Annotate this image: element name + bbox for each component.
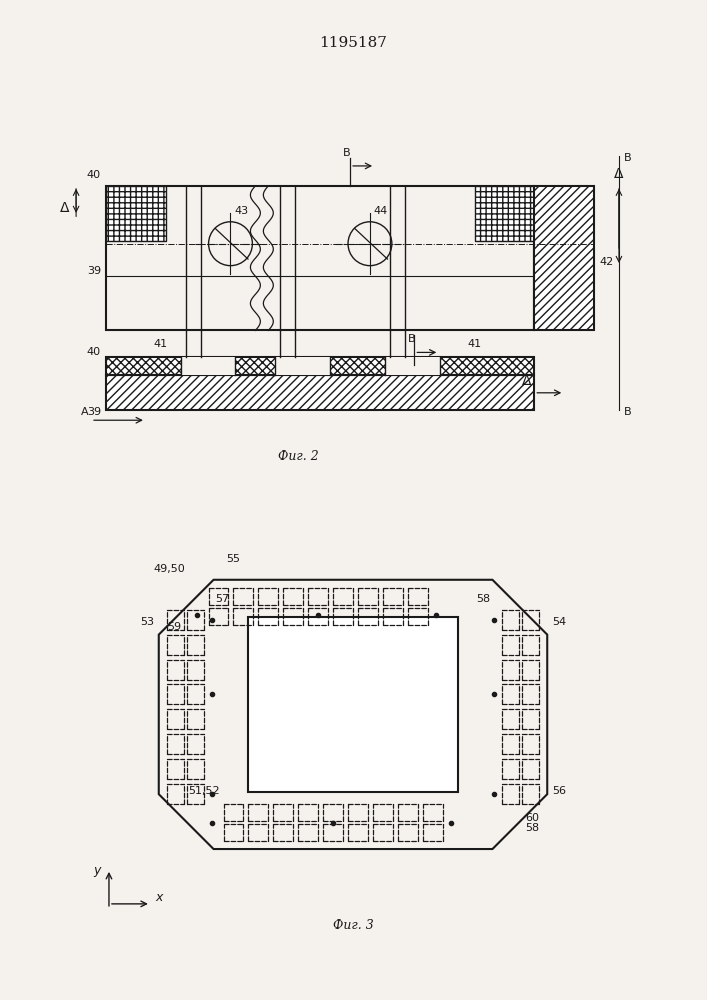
Bar [385,357,440,375]
Text: В: В [344,148,351,158]
Text: 54: 54 [552,617,566,627]
Bar [248,617,457,792]
Text: 51,52: 51,52 [189,786,221,796]
Text: В: В [624,153,631,163]
Text: Δ: Δ [522,374,531,388]
Text: Фиг. 2: Фиг. 2 [279,450,319,463]
Text: 56: 56 [552,786,566,796]
Text: В: В [407,334,415,344]
Bar [181,357,235,375]
Text: В: В [624,407,631,417]
Text: 58: 58 [477,594,491,604]
Text: 49,50: 49,50 [154,564,185,574]
Text: 39: 39 [87,266,101,276]
Text: 40: 40 [87,347,101,357]
Bar [106,357,534,375]
Text: 40: 40 [87,170,101,180]
Text: x: x [156,891,163,904]
Text: 39: 39 [87,407,101,417]
Bar [106,186,165,241]
Text: 59: 59 [167,622,181,632]
Text: 58: 58 [525,823,539,833]
Text: y: y [93,864,101,877]
Bar [534,186,594,330]
Text: 41: 41 [153,339,168,349]
Text: 41: 41 [467,339,481,349]
Text: 43: 43 [235,206,249,216]
Bar [275,357,330,375]
Text: 55: 55 [226,554,240,564]
Text: 57: 57 [216,594,230,604]
Bar [106,186,534,330]
Text: 42: 42 [599,257,613,267]
Text: Δ: Δ [614,167,624,181]
Text: 53: 53 [140,617,154,627]
Bar [106,375,534,410]
Text: Фиг. 3: Фиг. 3 [332,919,373,932]
Bar [474,186,534,241]
Text: 1195187: 1195187 [319,36,387,50]
Text: 44: 44 [374,206,388,216]
Text: 60: 60 [525,813,539,823]
Text: Δ: Δ [59,201,69,215]
Text: А: А [81,407,88,417]
